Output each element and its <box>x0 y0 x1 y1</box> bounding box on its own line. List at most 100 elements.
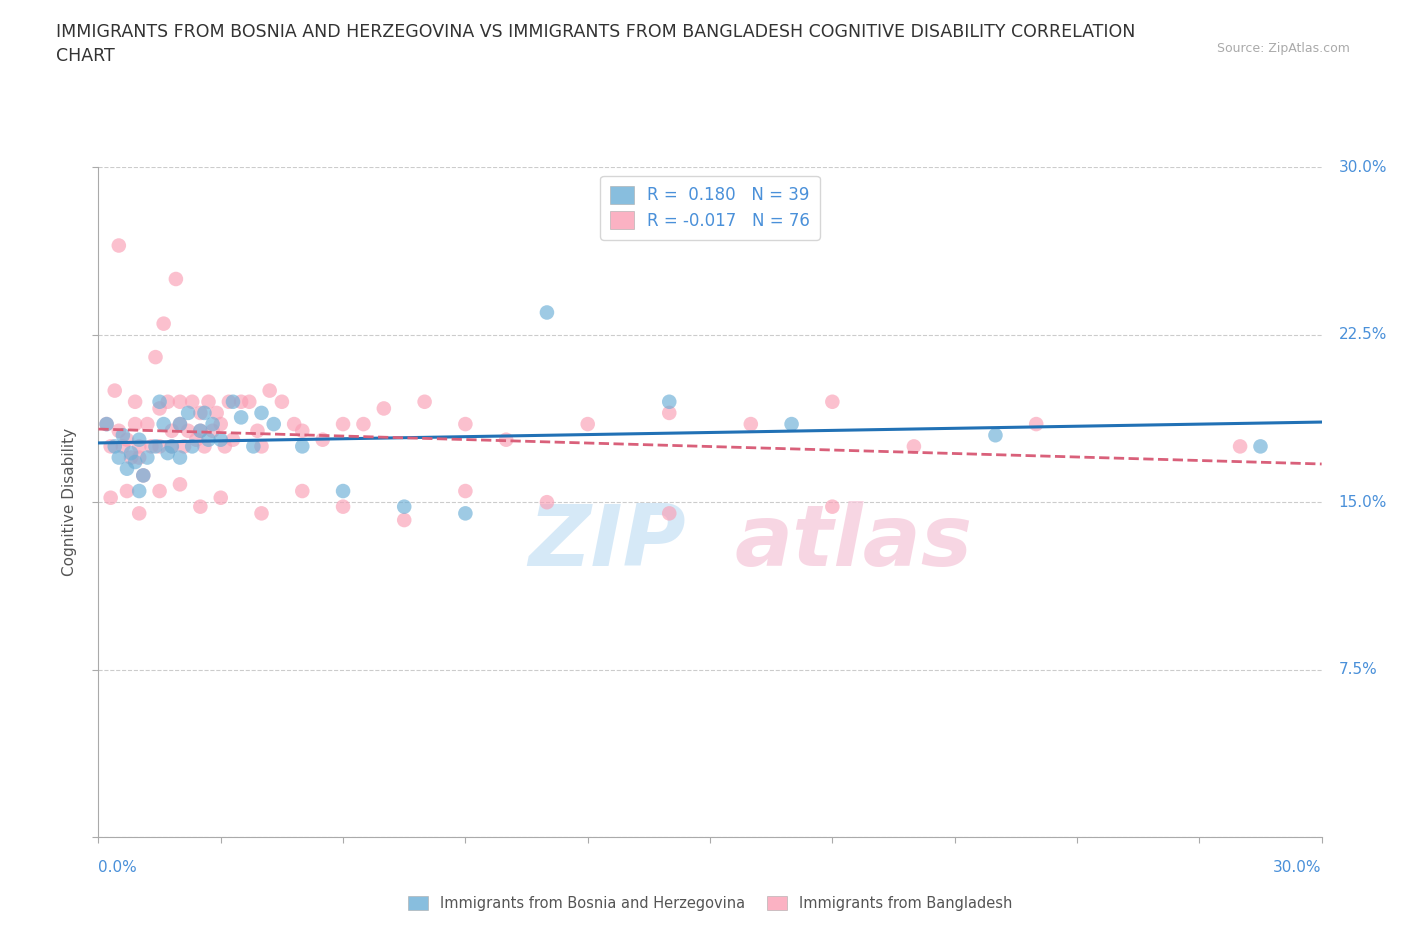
Point <box>270 394 294 409</box>
Point <box>104 383 127 398</box>
Point <box>392 512 416 527</box>
Point <box>193 439 215 454</box>
Point <box>903 439 925 454</box>
Point <box>283 417 305 432</box>
Point <box>658 405 681 420</box>
Point <box>197 432 219 447</box>
Point <box>156 445 179 460</box>
Text: ZIP: ZIP <box>527 501 686 584</box>
Point <box>115 461 138 476</box>
Point <box>128 439 150 454</box>
Point <box>780 417 803 432</box>
Point <box>149 394 172 409</box>
Y-axis label: Cognitive Disability: Cognitive Disability <box>62 428 77 577</box>
Point <box>246 423 269 438</box>
Point <box>169 450 191 465</box>
Text: 15.0%: 15.0% <box>1339 495 1386 510</box>
Point <box>222 394 245 409</box>
Point <box>100 490 122 505</box>
Point <box>186 432 208 447</box>
Point <box>188 405 212 420</box>
Point <box>124 417 146 432</box>
Point <box>136 417 159 432</box>
Point <box>128 432 150 447</box>
Point <box>104 439 127 454</box>
Point <box>120 450 142 465</box>
Point <box>218 394 240 409</box>
Point <box>193 405 215 420</box>
Point <box>291 484 314 498</box>
Point <box>188 499 212 514</box>
Point <box>124 455 146 470</box>
Point <box>1249 439 1271 454</box>
Point <box>108 423 131 438</box>
Point <box>242 439 264 454</box>
Point <box>536 495 558 510</box>
Legend: Immigrants from Bosnia and Herzegovina, Immigrants from Bangladesh: Immigrants from Bosnia and Herzegovina, … <box>402 890 1018 917</box>
Point <box>454 506 477 521</box>
Text: 7.5%: 7.5% <box>1339 662 1378 677</box>
Point <box>136 450 159 465</box>
Text: 30.0%: 30.0% <box>1274 860 1322 875</box>
Point <box>177 423 200 438</box>
Point <box>149 401 172 416</box>
Point <box>1025 417 1047 432</box>
Point <box>128 506 150 521</box>
Point <box>96 417 118 432</box>
Point <box>231 394 253 409</box>
Point <box>108 238 131 253</box>
Point <box>209 432 232 447</box>
Point <box>392 499 416 514</box>
Point <box>169 417 191 432</box>
Point <box>495 432 517 447</box>
Point <box>160 423 183 438</box>
Point <box>201 417 224 432</box>
Point <box>263 417 285 432</box>
Point <box>332 417 354 432</box>
Point <box>454 417 477 432</box>
Point <box>181 439 204 454</box>
Point <box>145 439 167 454</box>
Point <box>454 484 477 498</box>
Point <box>658 394 681 409</box>
Point <box>201 423 224 438</box>
Point <box>149 484 172 498</box>
Point <box>141 439 163 454</box>
Text: 0.0%: 0.0% <box>98 860 138 875</box>
Point <box>984 428 1007 443</box>
Point <box>132 468 155 483</box>
Point <box>576 417 599 432</box>
Point <box>149 439 172 454</box>
Point <box>821 499 844 514</box>
Point <box>160 439 183 454</box>
Point <box>222 432 245 447</box>
Point <box>205 405 228 420</box>
Point <box>209 417 232 432</box>
Point <box>165 272 187 286</box>
Point <box>111 428 134 443</box>
Point <box>173 439 195 454</box>
Point <box>145 350 167 365</box>
Point <box>197 394 219 409</box>
Point <box>250 439 273 454</box>
Point <box>291 423 314 438</box>
Point <box>169 394 191 409</box>
Point <box>152 417 174 432</box>
Point <box>536 305 558 320</box>
Text: 22.5%: 22.5% <box>1339 327 1386 342</box>
Point <box>740 417 762 432</box>
Text: atlas: atlas <box>734 501 973 584</box>
Text: 30.0%: 30.0% <box>1339 160 1386 175</box>
Point <box>214 439 236 454</box>
Point <box>169 477 191 492</box>
Point <box>96 417 118 432</box>
Point <box>352 417 374 432</box>
Point <box>250 506 273 521</box>
Point <box>160 439 183 454</box>
Point <box>188 423 212 438</box>
Point <box>169 417 191 432</box>
Point <box>124 394 146 409</box>
Point <box>332 499 354 514</box>
Point <box>156 394 179 409</box>
Point <box>128 484 150 498</box>
